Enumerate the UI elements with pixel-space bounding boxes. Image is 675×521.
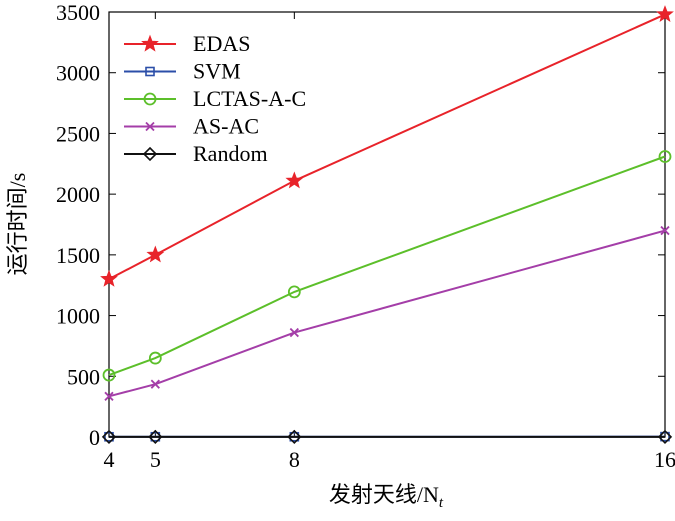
legend-item: SVM: [124, 59, 241, 84]
legend-marker: [145, 121, 155, 132]
series-line: [108, 229, 666, 398]
data-point: [100, 269, 118, 287]
y-tick-label: 1000: [56, 304, 100, 329]
y-tick-label: 500: [67, 364, 100, 389]
x-axis-label-main: 发射天线/N: [329, 482, 439, 507]
data-point: [289, 327, 299, 338]
legend-marker: [143, 92, 157, 106]
legend-label: Random: [193, 141, 268, 166]
x-tick-label: 8: [289, 447, 300, 472]
y-tick-label: 2000: [56, 182, 100, 207]
x-tick-label: 4: [104, 447, 115, 472]
y-tick-label: 0: [89, 425, 100, 450]
series-edas: [100, 5, 674, 287]
data-point: [150, 379, 160, 389]
legend-item: LCTAS-A-C: [124, 86, 306, 111]
legend-label: LCTAS-A-C: [193, 86, 306, 111]
legend-marker: [141, 34, 159, 52]
legend-marker: [142, 146, 158, 162]
data-point: [660, 225, 670, 236]
data-point: [656, 5, 674, 22]
x-tick-label: 16: [654, 447, 675, 472]
series-random: [101, 429, 673, 445]
data-point: [287, 429, 302, 445]
data-point: [101, 429, 117, 445]
y-tick-label: 3500: [56, 0, 100, 25]
series-group: [100, 5, 674, 445]
y-tick-label: 3000: [56, 61, 100, 86]
x-axis-label-subscript: t: [439, 495, 444, 511]
data-point: [285, 171, 304, 189]
y-tick-label: 1500: [56, 243, 100, 268]
series-line: [108, 155, 666, 377]
data-point: [104, 391, 114, 401]
series-line: [108, 13, 666, 281]
data-point: [287, 285, 301, 299]
data-point: [102, 368, 116, 382]
legend-marker: [145, 66, 155, 77]
series-as-ac: [104, 225, 670, 401]
legend-item: AS-AC: [124, 114, 259, 139]
data-point: [657, 429, 673, 445]
legend-label: EDAS: [193, 31, 250, 56]
x-tick-label: 5: [150, 447, 161, 472]
data-point: [146, 245, 165, 263]
data-point: [148, 429, 163, 445]
series-lctas-a-c: [102, 150, 672, 382]
y-tick-label: 2500: [56, 121, 100, 146]
data-point: [148, 351, 162, 365]
legend-item: EDAS: [124, 31, 250, 56]
data-point: [658, 150, 672, 163]
y-axis-ticks: 0 500 1000 1500 2000 2500 3000 3500: [56, 0, 665, 450]
y-axis-label: 运行时间/s: [5, 173, 30, 276]
x-axis-ticks: 4 5 8 16: [104, 12, 675, 472]
x-axis-label: 发射天线/Nt: [329, 482, 444, 511]
legend-item: Random: [124, 141, 268, 166]
legend-label: SVM: [193, 59, 241, 84]
legend-label: AS-AC: [193, 114, 259, 139]
